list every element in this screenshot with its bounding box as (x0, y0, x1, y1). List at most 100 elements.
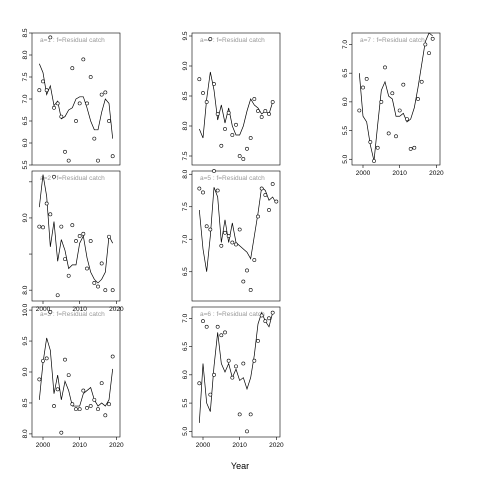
data-point (223, 330, 227, 335)
y-tick-label: 6.0 (342, 97, 349, 106)
data-point (212, 82, 216, 86)
y-tick-label: 9.5 (22, 336, 29, 345)
data-point (270, 100, 275, 104)
x-tick-label: 2020 (109, 306, 124, 313)
data-point (66, 273, 71, 278)
data-point (85, 405, 89, 410)
data-point (201, 91, 205, 95)
x-tick-label: 2020 (269, 442, 284, 449)
data-point (252, 97, 257, 101)
y-tick-label: 6.0 (182, 370, 189, 379)
data-point (226, 358, 231, 363)
y-tick-label: 7.5 (182, 202, 189, 211)
fitted-line (199, 71, 274, 139)
y-tick-label: 7.0 (342, 40, 349, 49)
panel-frame (191, 32, 281, 166)
data-point (74, 407, 78, 412)
data-point (103, 413, 108, 418)
fitted-line (358, 32, 433, 162)
x-tick-label: 2020 (429, 170, 444, 177)
data-point (70, 66, 75, 71)
y-tick-label: 7.0 (182, 234, 189, 243)
y-tick-label: 8.0 (22, 285, 29, 294)
data-point (379, 99, 384, 104)
data-point (88, 404, 93, 408)
data-point (423, 42, 428, 47)
x-tick-label: 2020 (109, 442, 124, 449)
data-point (70, 223, 75, 228)
data-point (237, 154, 242, 158)
y-tick-label: 7.5 (182, 151, 189, 160)
fitted-line (39, 63, 114, 139)
data-point (390, 91, 395, 96)
panel-1: a=1 : f=Residual catch 5.5 6.0 6.5 7.0 7.5 8.0… (22, 28, 121, 170)
data-point (259, 313, 264, 318)
data-point (248, 136, 253, 140)
panel-7: a=7 : f=Residual catch 5.0 5.5 6.0 6.5 7.0 200… (342, 32, 444, 177)
data-point (107, 234, 111, 239)
x-tick-label: 2010 (72, 306, 87, 313)
data-point (81, 57, 86, 62)
data-point (107, 402, 111, 407)
data-point (55, 387, 60, 392)
data-point (201, 190, 205, 195)
panel-frame (31, 306, 121, 438)
data-point (41, 79, 45, 84)
data-point (99, 381, 104, 386)
data-point (85, 266, 89, 271)
data-point (383, 65, 387, 70)
data-point (88, 75, 93, 79)
data-point (405, 117, 409, 121)
data-point (44, 356, 49, 361)
data-point (70, 402, 75, 407)
data-point (37, 377, 42, 382)
data-point (394, 134, 398, 139)
data-point (252, 258, 257, 262)
y-tick-label: 7.0 (182, 313, 189, 322)
data-point (92, 397, 97, 402)
data-point (74, 119, 78, 123)
data-point (92, 136, 97, 141)
data-point (204, 100, 209, 104)
data-point (63, 357, 67, 362)
panel-label: a=4 : f=Residual catch (200, 37, 265, 44)
data-point (59, 224, 64, 229)
data-point (237, 227, 242, 232)
y-tick-label: 6.0 (22, 138, 29, 147)
y-tick-label: 6.5 (22, 116, 29, 125)
panels-group: a=1 : f=Residual catch 5.5 6.0 6.5 7.0 7.5 8.0… (22, 28, 444, 449)
y-tick-label: 7.5 (22, 72, 29, 81)
x-tick-label: 2010 (392, 170, 407, 177)
data-point (110, 288, 115, 293)
y-tick-label: 8.5 (22, 28, 29, 37)
y-tick-label: 5.0 (182, 426, 189, 435)
data-point (259, 115, 264, 119)
data-point (245, 268, 249, 273)
y-tick-label: 8.0 (182, 169, 189, 178)
data-point (215, 324, 220, 329)
data-point (241, 279, 246, 284)
y-tick-label: 6.5 (182, 267, 189, 276)
data-point (37, 224, 42, 229)
panel-frame (351, 32, 441, 166)
data-point (88, 239, 93, 243)
fitted-line (38, 337, 114, 407)
x-tick-label: 2000 (196, 442, 211, 449)
data-point (66, 373, 71, 378)
panel-5: a=5 : f=Residual catch 6.5 7.0 7.5 8.0 (182, 169, 281, 302)
data-point (230, 240, 235, 245)
panel-frame (31, 170, 121, 302)
data-point (197, 77, 202, 82)
data-point (234, 364, 238, 369)
data-point (44, 201, 49, 206)
data-point (103, 90, 108, 95)
y-tick-label: 8.0 (22, 429, 29, 438)
data-point (96, 407, 100, 412)
data-point (212, 372, 216, 377)
data-point (234, 242, 238, 247)
panel-label: a=1 : f=Residual catch (40, 37, 105, 44)
data-point (270, 182, 275, 186)
x-axis-label: Year (231, 461, 249, 471)
data-point (74, 239, 78, 243)
